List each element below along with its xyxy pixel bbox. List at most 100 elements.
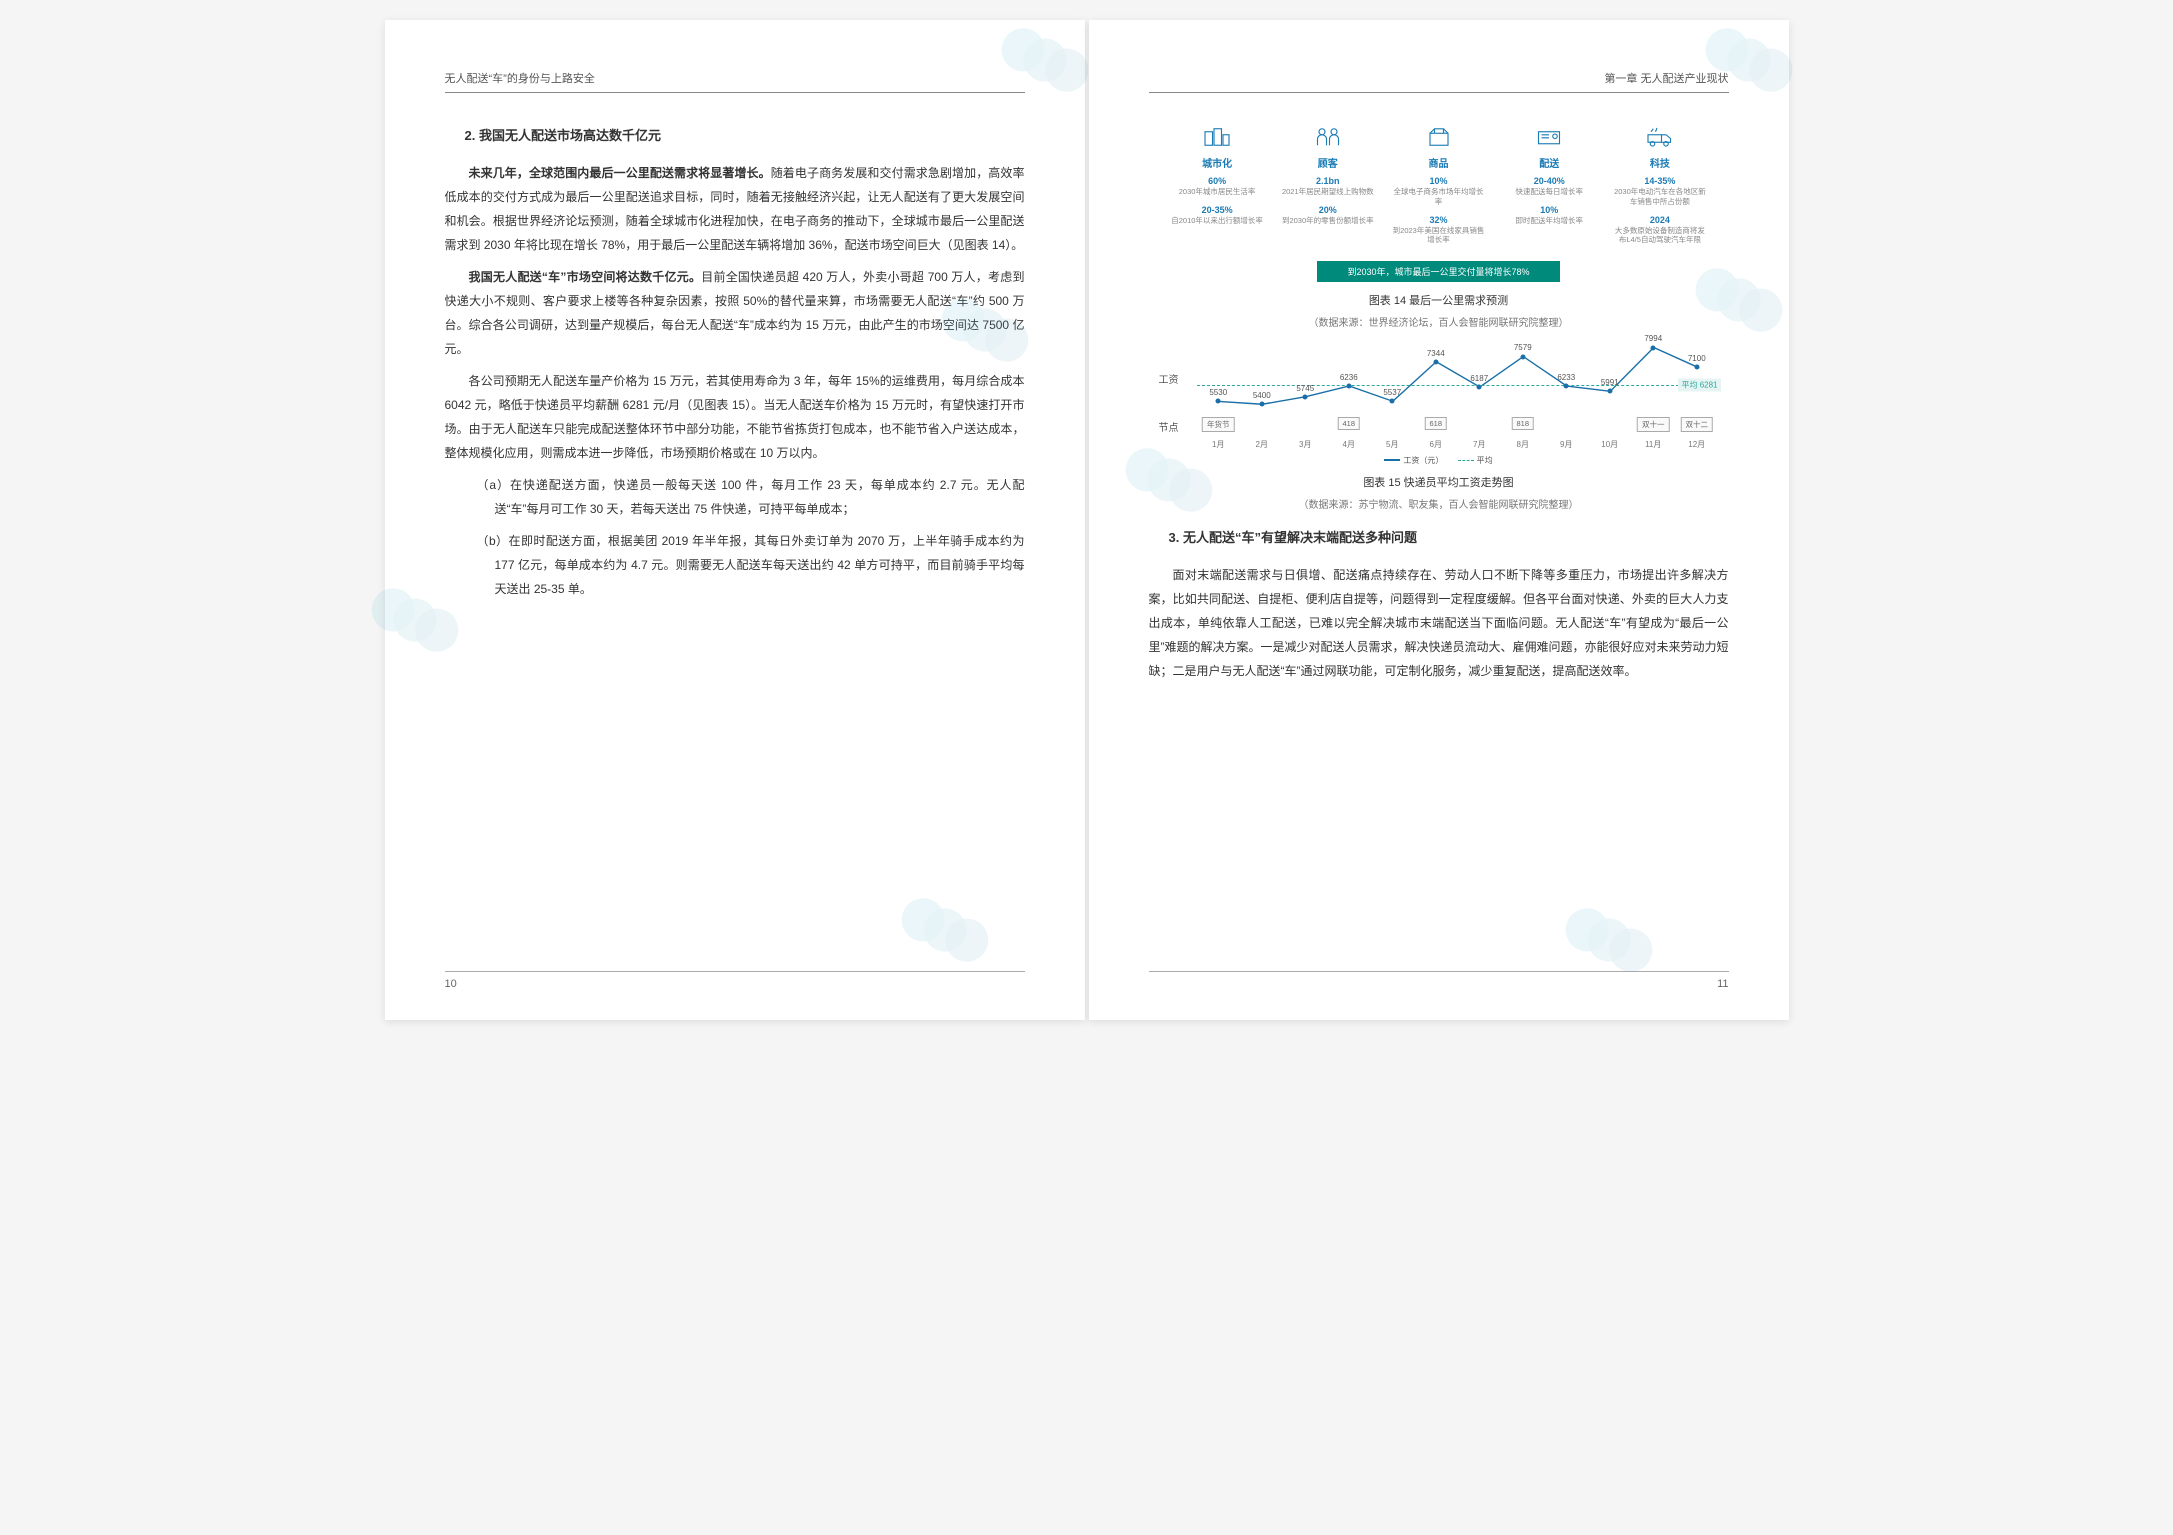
chart-value-label: 7994 (1644, 334, 1662, 343)
watermark-icon (1681, 7, 1815, 112)
chart-point (1520, 354, 1525, 359)
info-stat-2: 20-35% (1169, 205, 1266, 215)
info-col-0: 城市化 60% 2030年城市居民生活率 20-35% 自2010年以来出行额增… (1169, 123, 1266, 253)
info-col-title: 科技 (1611, 155, 1708, 170)
chart-month-label: 2月 (1240, 439, 1283, 450)
para-1: 未来几年，全球范围内最后一公里配送需求将显著增长。随着电子商务发展和交付需求急剧… (445, 161, 1025, 257)
info-icon (1501, 123, 1598, 151)
header-left: 无人配送“车”的身份与上路安全 (445, 70, 1025, 93)
info-desc-1: 2030年城市居民生活率 (1169, 187, 1266, 197)
chart-month-label: 6月 (1414, 439, 1457, 450)
chart-point (1346, 383, 1351, 388)
chart-month-label: 4月 (1327, 439, 1370, 450)
chart-month-label: 10月 (1588, 439, 1631, 450)
info-icon (1390, 123, 1487, 151)
info-stat-1: 14-35% (1611, 176, 1708, 186)
legend-wage: 工资（元） (1384, 455, 1443, 466)
info-col-title: 配送 (1501, 155, 1598, 170)
info-col-title: 商品 (1390, 155, 1487, 170)
chart-point (1259, 402, 1264, 407)
chart-event-box: 双十二 (1681, 417, 1714, 432)
chart-point (1651, 345, 1656, 350)
figure-15-source: （数据来源：苏宁物流、职友集，百人会智能网联研究院整理） (1149, 496, 1729, 511)
page-number-left: 10 (445, 971, 1025, 990)
para-2: 我国无人配送“车”市场空间将达数千亿元。目前全国快递员超 420 万人，外卖小哥… (445, 265, 1025, 361)
chart-value-label: 6233 (1557, 373, 1575, 382)
chart-plot-area: 平均 6281 5530 5400 5745 6236 5537 7344 6187 7579 6… (1197, 343, 1719, 413)
chart-event-box: 418 (1337, 417, 1360, 430)
figure-15-caption: 图表 15 快递员平均工资走势图 (1149, 474, 1729, 490)
chart-y-label-wage: 工资 (1159, 371, 1197, 386)
list-item-b: （b）在即时配送方面，根据美团 2019 年半年报，其每日外卖订单为 2070 … (477, 529, 1025, 601)
infographic-demand-forecast: 城市化 60% 2030年城市居民生活率 20-35% 自2010年以来出行额增… (1169, 123, 1709, 282)
chart-month-label: 8月 (1501, 439, 1544, 450)
para-2-lead: 我国无人配送“车”市场空间将达数千亿元。 (469, 270, 702, 284)
chart-value-label: 5745 (1296, 384, 1314, 393)
legend-avg: 平均 (1458, 455, 1493, 466)
legend-avg-label: 平均 (1477, 455, 1493, 466)
info-stat-1: 2.1bn (1279, 176, 1376, 186)
info-desc-1: 快速配送每日增长率 (1501, 187, 1598, 197)
chart-month-label: 9月 (1545, 439, 1588, 450)
chart-value-label: 6236 (1340, 373, 1358, 382)
info-desc-2: 即时配送年均增长率 (1501, 216, 1598, 226)
chart-month-label: 1月 (1197, 439, 1240, 450)
figure-14-caption: 图表 14 最后一公里需求预测 (1149, 292, 1729, 308)
chart-value-label: 7579 (1514, 343, 1532, 352)
chart-value-label: 5537 (1383, 388, 1401, 397)
info-stat-2: 10% (1501, 205, 1598, 215)
chart-point (1433, 359, 1438, 364)
info-desc-2: 到2023年美国在线家具销售增长率 (1390, 226, 1487, 246)
info-icon (1169, 123, 1266, 151)
chart-months-spacer (1159, 439, 1197, 450)
chart-point (1564, 384, 1569, 389)
chart-value-label: 6187 (1470, 374, 1488, 383)
info-desc-1: 2030年电动汽车在各地区新车销售中所占份额 (1611, 187, 1708, 207)
chart-point (1694, 365, 1699, 370)
info-icon (1279, 123, 1376, 151)
info-stat-1: 60% (1169, 176, 1266, 186)
list-item-a: （a）在快递配送方面，快递员一般每天送 100 件，每月工作 23 天，每单成本… (477, 473, 1025, 521)
para-1-lead: 未来几年，全球范围内最后一公里配送需求将显著增长。 (469, 166, 771, 180)
chart-point (1607, 389, 1612, 394)
chart-event-box: 818 (1511, 417, 1534, 430)
chart-month-label: 5月 (1371, 439, 1414, 450)
chart-value-label: 7100 (1688, 354, 1706, 363)
para-3: 各公司预期无人配送车量产价格为 15 万元，若其使用寿命为 3 年，每年 15%… (445, 369, 1025, 465)
chart-value-label: 7344 (1427, 349, 1445, 358)
chart-month-label: 3月 (1284, 439, 1327, 450)
left-page: 无人配送“车”的身份与上路安全 2. 我国无人配送市场高达数千亿元 未来几年，全… (385, 20, 1085, 1020)
right-page: 第一章 无人配送产业现状 城市化 60% 2030年城市居民生活率 20-35%… (1089, 20, 1789, 1020)
chart-point (1216, 399, 1221, 404)
chart-month-label: 12月 (1675, 439, 1718, 450)
info-col-title: 顾客 (1279, 155, 1376, 170)
chart-avg-label: 平均 6281 (1678, 378, 1720, 391)
chart-avg-line (1197, 385, 1719, 386)
info-stat-2: 2024 (1611, 215, 1708, 225)
info-desc-2: 到2030年的零售份额增长率 (1279, 216, 1376, 226)
infographic-banner: 到2030年，城市最后一公里交付量将增长78% (1317, 261, 1560, 282)
chart-events-area: 年货节418618818双十一双十二 (1197, 417, 1719, 435)
chart-months-axis: 1月2月3月4月5月6月7月8月9月10月11月12月 (1197, 439, 1719, 450)
chart-month-label: 11月 (1632, 439, 1675, 450)
info-col-2: 商品 10% 全球电子商务市场年均增长率 32% 到2023年美国在线家具销售增… (1390, 123, 1487, 253)
info-col-1: 顾客 2.1bn 2021年居民期望线上购物数 20% 到2030年的零售份额增… (1279, 123, 1376, 253)
info-stat-2: 20% (1279, 205, 1376, 215)
infographic-columns: 城市化 60% 2030年城市居民生活率 20-35% 自2010年以来出行额增… (1169, 123, 1709, 253)
chart-event-box: 双十一 (1637, 417, 1670, 432)
info-desc-1: 全球电子商务市场年均增长率 (1390, 187, 1487, 207)
info-stat-1: 20-40% (1501, 176, 1598, 186)
para-right-1: 面对末端配送需求与日俱增、配送痛点持续存在、劳动人口不断下降等多重压力，市场提出… (1149, 563, 1729, 683)
info-icon (1611, 123, 1708, 151)
right-content: 3. 无人配送“车”有望解决末端配送多种问题 面对末端配送需求与日俱增、配送痛点… (1149, 525, 1729, 683)
chart-point (1303, 394, 1308, 399)
chart-legend: 工资（元） 平均 (1159, 454, 1719, 466)
legend-line-icon (1384, 459, 1400, 461)
section-2-heading: 2. 我国无人配送市场高达数千亿元 (465, 123, 1025, 149)
watermark-icon (877, 877, 1011, 982)
chart-event-box: 618 (1424, 417, 1447, 430)
chart-month-label: 7月 (1458, 439, 1501, 450)
chart-value-label: 5400 (1253, 391, 1271, 400)
chart-value-label: 5530 (1209, 388, 1227, 397)
info-col-title: 城市化 (1169, 155, 1266, 170)
